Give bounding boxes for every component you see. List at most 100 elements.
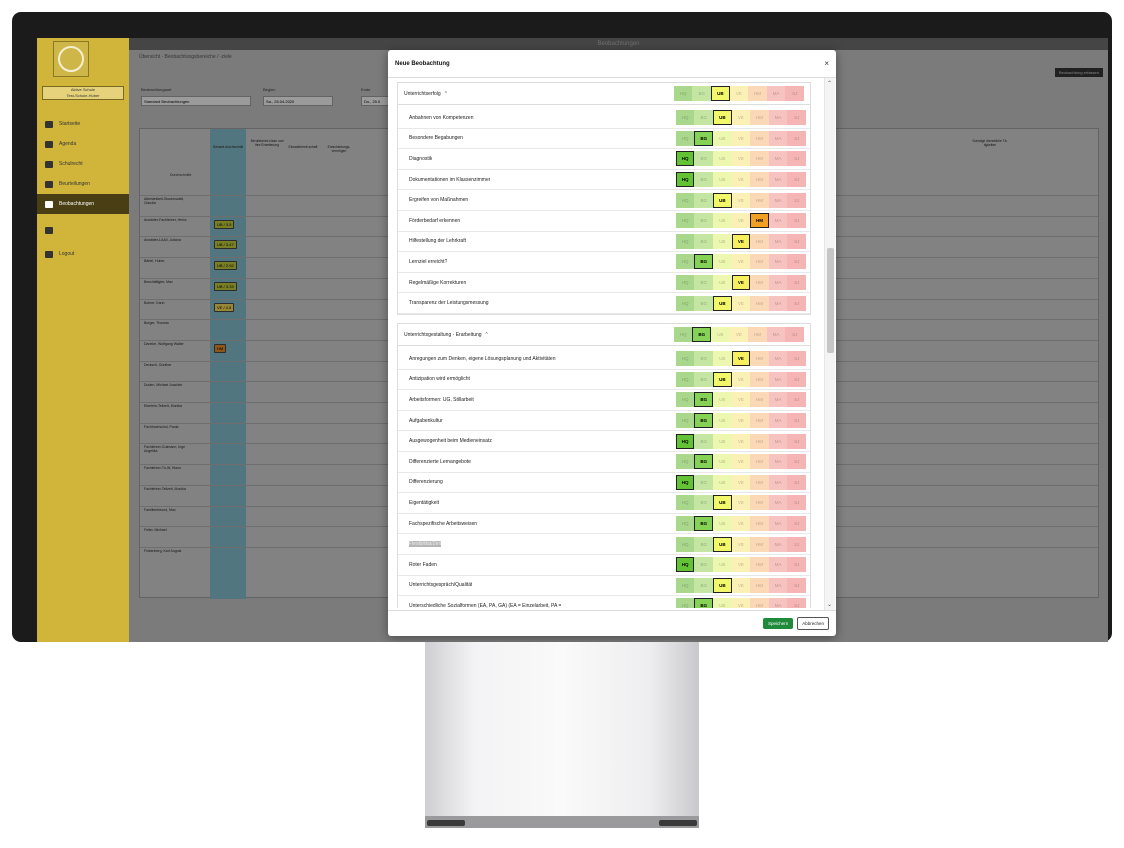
rating-ma-button[interactable]: MA: [768, 392, 788, 408]
rating-ub-button[interactable]: UB: [713, 213, 732, 229]
rating-hm-button[interactable]: HM: [750, 130, 769, 146]
rating-ub-button[interactable]: UB: [713, 433, 732, 449]
average-badge[interactable]: HM: [214, 343, 227, 353]
type-select[interactable]: Standard Beobachtungen: [141, 96, 251, 106]
rating-hm-button[interactable]: HM: [750, 110, 769, 126]
rating-ma-button[interactable]: MA: [768, 454, 788, 470]
student-name[interactable]: Deutsch, Günther: [144, 362, 172, 367]
rating-ma-button[interactable]: MA: [768, 433, 788, 449]
student-name[interactable]: Daneke, Wolfgang Walter: [144, 341, 184, 346]
rating-sj-button[interactable]: SJ: [787, 233, 806, 249]
rating-bg-button[interactable]: BG: [692, 327, 712, 342]
rating-ub-button[interactable]: UB: [713, 392, 732, 408]
rating-hm-button[interactable]: HM: [750, 474, 769, 490]
rating-ub-button[interactable]: UB: [713, 495, 732, 511]
student-name[interactable]: Fachhochschul, Paula: [144, 424, 179, 429]
student-name[interactable]: Fachlehrer-Teilzeit, Monika: [144, 486, 186, 491]
average-badge[interactable]: UB / 2.92: [214, 261, 237, 271]
rating-hm-button[interactable]: HM: [750, 192, 769, 208]
rating-ub-button[interactable]: UB: [713, 474, 732, 490]
rating-hm-button[interactable]: HM: [750, 233, 769, 249]
rating-hq-button[interactable]: HQ: [675, 413, 695, 429]
rating-bg-button[interactable]: BG: [694, 454, 714, 470]
rating-ub-button[interactable]: UB: [713, 351, 732, 367]
close-icon[interactable]: ×: [824, 59, 829, 68]
rating-hq-button[interactable]: HQ: [675, 577, 695, 593]
student-name[interactable]: Bohrer, Karin: [144, 300, 165, 305]
sidebar-item-beurteilungen[interactable]: Beurteilungen: [37, 174, 129, 194]
rating-ub-button[interactable]: UB: [713, 192, 732, 208]
rating-hm-button[interactable]: HM: [750, 254, 769, 270]
rating-ub-button[interactable]: UB: [713, 130, 732, 146]
rating-sj-button[interactable]: SJ: [787, 172, 806, 188]
rating-bg-button[interactable]: BG: [694, 172, 714, 188]
rating-bg-button[interactable]: BG: [694, 516, 714, 532]
rating-sj-button[interactable]: SJ: [787, 192, 806, 208]
rating-hq-button[interactable]: HQ: [675, 392, 695, 408]
rating-sj-button[interactable]: SJ: [787, 598, 806, 608]
rating-bg-button[interactable]: BG: [694, 392, 714, 408]
rating-bg-button[interactable]: BG: [694, 254, 714, 270]
rating-sj-button[interactable]: SJ: [787, 495, 806, 511]
rating-hq-button[interactable]: HQ: [675, 295, 695, 311]
rating-ve-button[interactable]: VE: [731, 254, 751, 270]
rating-hm-button[interactable]: HM: [748, 327, 767, 342]
rating-hq-button[interactable]: HQ: [675, 351, 695, 367]
rating-sj-button[interactable]: SJ: [787, 295, 806, 311]
rating-ub-button[interactable]: UB: [713, 151, 732, 167]
chevron-up-icon[interactable]: ⌃: [443, 90, 448, 97]
rating-bg-button[interactable]: BG: [694, 151, 714, 167]
rating-hm-button[interactable]: HM: [750, 151, 769, 167]
rating-ve-button[interactable]: VE: [729, 86, 749, 101]
rating-ma-button[interactable]: MA: [768, 130, 788, 146]
rating-ve-button[interactable]: VE: [731, 172, 751, 188]
average-badge[interactable]: UB / 3.5: [214, 219, 235, 229]
rating-bg-button[interactable]: BG: [694, 474, 714, 490]
rating-hq-button[interactable]: HQ: [675, 110, 695, 126]
rating-bg-button[interactable]: BG: [694, 110, 714, 126]
student-name[interactable]: Anwärter-LAA0, Juliana: [144, 238, 181, 243]
rating-hq-button[interactable]: HQ: [675, 192, 695, 208]
rating-hq-button[interactable]: HQ: [675, 598, 695, 608]
rating-ve-button[interactable]: VE: [731, 557, 751, 573]
rating-hm-button[interactable]: HM: [750, 454, 769, 470]
rating-ub-button[interactable]: UB: [713, 598, 732, 608]
average-badge[interactable]: UB / 3.33: [214, 281, 237, 291]
rating-ma-button[interactable]: MA: [768, 371, 788, 387]
capture-observation-button[interactable]: Beobachtung erfassen: [1054, 68, 1103, 77]
rating-sj-button[interactable]: SJ: [787, 254, 806, 270]
rating-sj-button[interactable]: SJ: [787, 433, 806, 449]
rating-ve-button[interactable]: VE: [731, 577, 751, 593]
rating-hq-button[interactable]: HQ: [675, 474, 695, 490]
rating-ma-button[interactable]: MA: [766, 327, 786, 342]
rating-sj-button[interactable]: SJ: [787, 371, 806, 387]
rating-hq-button[interactable]: HQ: [675, 557, 695, 573]
rating-bg-button[interactable]: BG: [694, 557, 714, 573]
rating-bg-button[interactable]: BG: [694, 536, 714, 552]
rating-hq-button[interactable]: HQ: [675, 151, 695, 167]
rating-bg-button[interactable]: BG: [694, 351, 714, 367]
student-name[interactable]: Duden, Michael Joachim: [144, 383, 183, 388]
rating-sj-button[interactable]: SJ: [787, 516, 806, 532]
rating-sj-button[interactable]: SJ: [787, 557, 806, 573]
rating-ve-button[interactable]: VE: [729, 327, 749, 342]
rating-ma-button[interactable]: MA: [768, 254, 788, 270]
rating-ma-button[interactable]: MA: [768, 233, 788, 249]
rating-hm-button[interactable]: HM: [750, 413, 769, 429]
rating-bg-button[interactable]: BG: [694, 192, 714, 208]
student-name[interactable]: Fachlehrer-Tu-W, Klaus: [144, 466, 181, 471]
section-header[interactable]: Unterrichtsgestaltung - Erarbeitung ⌃ HQ BG…: [398, 324, 810, 346]
rating-ub-button[interactable]: UB: [713, 233, 732, 249]
rating-hq-button[interactable]: HQ: [675, 254, 695, 270]
sidebar-item-user[interactable]: [37, 220, 129, 240]
student-name[interactable]: Familienfreund, Max: [144, 507, 176, 512]
section-header[interactable]: Unterrichtserfolg ⌃ HQ BG UB VE HM MA SJ: [398, 83, 810, 105]
rating-ma-button[interactable]: MA: [768, 413, 788, 429]
rating-sj-button[interactable]: SJ: [787, 351, 806, 367]
rating-ve-button[interactable]: VE: [731, 295, 751, 311]
rating-sj-button[interactable]: SJ: [787, 392, 806, 408]
rating-hm-button[interactable]: HM: [750, 295, 769, 311]
rating-ub-button[interactable]: UB: [713, 577, 732, 593]
rating-ma-button[interactable]: MA: [768, 172, 788, 188]
rating-ve-button[interactable]: VE: [731, 516, 751, 532]
